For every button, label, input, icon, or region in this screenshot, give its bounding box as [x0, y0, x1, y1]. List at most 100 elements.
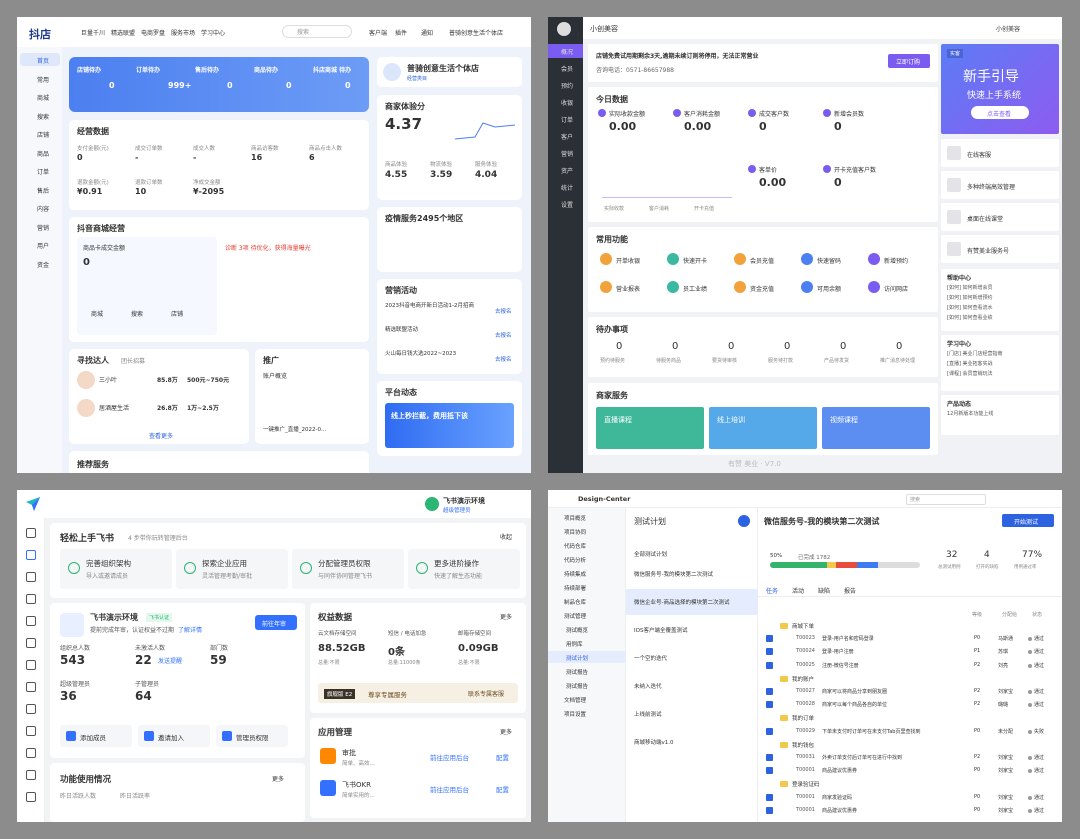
folder-name[interactable]: 商城下单 — [792, 624, 815, 630]
mall-link[interactable]: 商城 — [91, 311, 104, 318]
folder-name[interactable]: 我的订单 — [792, 716, 815, 723]
side-item[interactable]: 店铺 — [37, 132, 50, 139]
task-name[interactable]: 注册-微信号注册 — [822, 662, 859, 669]
side-item[interactable]: 常用 — [37, 76, 50, 84]
fold-link[interactable]: 收起 — [500, 534, 513, 541]
guide-btn-label[interactable]: 点击查看 — [987, 111, 1012, 118]
side-item[interactable]: 用户 — [37, 243, 50, 250]
org-name[interactable]: 飞书演示环境 — [443, 497, 485, 505]
task-name[interactable]: 商家可以每个商品各自的单位 — [822, 702, 888, 709]
list-item[interactable]: [课程] 会员营销玩法 — [947, 371, 993, 377]
folder-name[interactable]: 我的账户 — [792, 676, 815, 683]
task-name[interactable]: 外卖订单支付后订单可在进行中找到 — [822, 755, 903, 761]
func-item[interactable]: 可用余额 — [817, 286, 842, 293]
more-link[interactable]: 查看更多 — [149, 433, 174, 440]
project-name[interactable]: Design-Center — [578, 495, 631, 503]
task-name[interactable]: 登录-用户名和密码登录 — [822, 636, 874, 643]
side-item[interactable]: 资金 — [37, 261, 50, 269]
side-item[interactable]: 内容 — [37, 206, 50, 213]
more-link[interactable]: 更多 — [272, 776, 285, 783]
task-name[interactable]: 登录-用户注册 — [822, 649, 854, 656]
folder-name[interactable]: 我的钱包 — [792, 742, 815, 749]
side-item[interactable]: 测试计划 — [566, 656, 589, 662]
top-link[interactable]: 插件 — [395, 30, 408, 37]
app-go[interactable]: 前往应用后台 — [430, 786, 469, 794]
task-name[interactable]: 商品建议优惠券 — [822, 807, 858, 814]
account-name[interactable]: 普骑创意生活个体店 — [449, 30, 504, 37]
start-label[interactable]: 开始测试 — [1014, 519, 1039, 526]
right-item[interactable]: 在线客服 — [967, 152, 992, 159]
plan-item[interactable]: 商城移动端v1.0 — [634, 740, 674, 746]
tab[interactable]: 任务 — [766, 588, 779, 595]
side-item[interactable]: 资产 — [561, 168, 574, 175]
plan-item[interactable]: 未纳入迭代 — [634, 684, 662, 690]
plan-item[interactable]: 上线前测试 — [634, 712, 662, 718]
func-item[interactable]: 快速留码 — [817, 258, 842, 265]
tab[interactable]: 活动 — [792, 588, 805, 595]
func-item[interactable]: 员工业绩 — [683, 286, 708, 293]
folder-name[interactable]: 登录验证码 — [792, 782, 820, 789]
activity-go[interactable]: 去报名 — [495, 309, 512, 315]
side-item[interactable]: 测试概览 — [566, 628, 589, 634]
side-item[interactable]: 项目概览 — [564, 516, 587, 522]
tab[interactable]: 缺陷 — [818, 588, 831, 595]
list-item[interactable]: [直播] 美业拓客实战 — [947, 361, 993, 367]
plan-item[interactable]: IOS客户端全覆盖测试 — [634, 628, 688, 634]
list-item[interactable]: [如何] 如何新增会员 — [947, 285, 993, 291]
app-config[interactable]: 配置 — [496, 786, 509, 794]
service-title[interactable]: 视频课程 — [830, 416, 858, 424]
side-item[interactable]: 测试管理 — [564, 614, 587, 620]
right-item[interactable]: 有赞美业服务号 — [967, 248, 1010, 255]
side-item[interactable]: 营销 — [37, 224, 50, 232]
list-item[interactable]: [如何] 如何新增预约 — [947, 295, 993, 301]
activity-go[interactable]: 去报名 — [495, 333, 512, 339]
side-item[interactable]: 预约 — [561, 83, 574, 90]
side-item[interactable]: 搜索 — [37, 113, 50, 121]
task-name[interactable]: 商家发验证码 — [822, 794, 853, 801]
side-item[interactable]: 商城 — [37, 95, 50, 102]
nav-item[interactable]: 学习中心 — [201, 30, 226, 37]
task-name[interactable]: 商品建议优惠券 — [822, 768, 858, 775]
search-placeholder[interactable]: 搜索 — [297, 29, 310, 36]
side-item[interactable]: 会员 — [561, 66, 574, 73]
nav-item[interactable]: 电商罗盘 — [141, 30, 166, 37]
side-item[interactable]: 客户 — [561, 134, 574, 141]
side-item[interactable]: 商品 — [37, 150, 50, 158]
side-item[interactable]: 测试报告 — [566, 670, 589, 676]
contact-link[interactable]: 联系专属客服 — [468, 691, 505, 698]
right-item[interactable]: 桌面在线课堂 — [967, 216, 1004, 223]
func-item[interactable]: 开单收银 — [616, 258, 641, 265]
func-item[interactable]: 营业报表 — [616, 286, 641, 293]
action-label[interactable]: 邀请加入 — [158, 734, 184, 742]
mall-link[interactable]: 店铺 — [171, 311, 184, 318]
side-item[interactable]: 售后 — [37, 187, 50, 195]
list-item[interactable]: [如何] 如何查看业绩 — [947, 315, 993, 321]
link[interactable]: 了解详情 — [178, 627, 203, 634]
plan-item[interactable]: 微信企业号-商品选择的模块第二次测试 — [634, 600, 730, 606]
user-name[interactable]: 小创美容 — [996, 26, 1021, 33]
app-go[interactable]: 前往应用后台 — [430, 754, 469, 762]
side-item[interactable]: 测试报告 — [566, 684, 589, 690]
action-label[interactable]: 管理员权限 — [236, 734, 269, 742]
side-item[interactable]: 代码分析 — [564, 558, 587, 564]
side-item[interactable]: 持续集成 — [564, 572, 587, 578]
side-item[interactable]: 设置 — [561, 202, 574, 209]
list-item[interactable]: [如何] 如何查看流水 — [947, 305, 993, 311]
func-item[interactable]: 新增预约 — [884, 258, 909, 265]
func-item[interactable]: 访问网店 — [884, 286, 909, 293]
side-item[interactable]: 营销 — [561, 151, 574, 158]
nav-item[interactable]: 服务市场 — [171, 30, 196, 37]
top-link[interactable]: 通知 — [421, 30, 434, 37]
task-name[interactable]: 商家可以将商品分享到朋友圈 — [822, 689, 888, 695]
side-item[interactable]: 概况 — [561, 49, 574, 56]
nav-item[interactable]: 精选联盟 — [111, 30, 136, 37]
right-item[interactable]: 多种终端高效管理 — [967, 184, 1016, 191]
side-item[interactable]: 订单 — [561, 117, 574, 124]
step-title[interactable]: 探索企业应用 — [202, 559, 247, 568]
renew-label[interactable]: 前往年审 — [262, 621, 287, 628]
func-item[interactable]: 资金充值 — [750, 286, 775, 293]
more-link[interactable]: 更多 — [500, 614, 513, 621]
nav-item[interactable]: 巨量千川 — [81, 30, 106, 37]
step-title[interactable]: 分配管理员权限 — [318, 559, 371, 568]
side-item[interactable]: 订单 — [37, 169, 50, 176]
